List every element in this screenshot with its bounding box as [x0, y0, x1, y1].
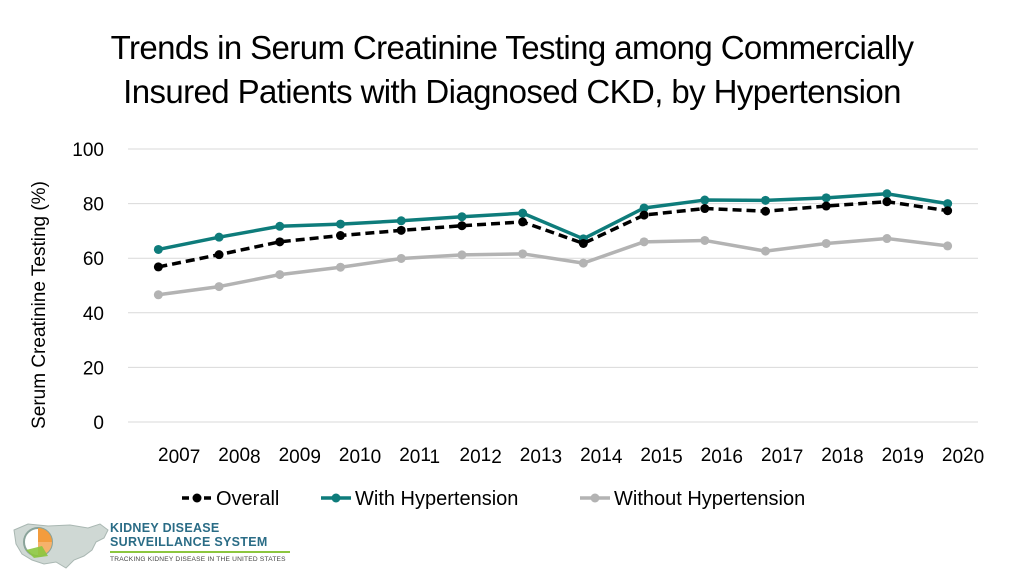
x-tick-label: 2018 — [821, 445, 863, 468]
data-point-with-hypertension — [761, 195, 770, 205]
data-point-without-hypertension — [275, 270, 285, 280]
legend: Overall With Hypertension Without Hyperten… — [182, 488, 805, 510]
data-point-without-hypertension — [578, 258, 588, 268]
data-point-overall — [396, 225, 406, 235]
chart-title-line-2: Insured Patients with Diagnosed CKD, by … — [123, 73, 901, 110]
y-tick-label: 80 — [83, 195, 104, 216]
gridlines — [128, 148, 978, 423]
data-point-with-hypertension — [275, 221, 285, 231]
data-point-without-hypertension — [457, 250, 467, 260]
y-axis-ticks: 0 20 40 60 80 100 — [72, 140, 104, 434]
series-line-with-hypertension — [158, 192, 948, 252]
legend-label-overall: Overall — [216, 488, 279, 510]
x-tick-label: 2020 — [942, 445, 984, 468]
y-axis-label: Serum Creatinine Testing (%) — [29, 181, 50, 429]
data-point-overall — [639, 210, 649, 220]
x-tick-label: 2009 — [279, 445, 321, 468]
data-point-without-hypertension — [943, 241, 953, 251]
data-point-without-hypertension — [821, 238, 831, 248]
y-tick-label: 60 — [83, 249, 104, 270]
x-tick-label: 2017 — [761, 445, 803, 468]
x-tick-label: 2014 — [580, 445, 623, 468]
y-tick-label: 0 — [93, 413, 104, 434]
y-tick-label: 20 — [83, 358, 104, 379]
logo-line-2: SURVEILLANCE SYSTEM — [110, 535, 268, 549]
data-point-overall — [214, 250, 224, 260]
data-point-with-hypertension — [518, 208, 528, 218]
legend-label-without-hypertension: Without Hypertension — [614, 488, 805, 510]
x-tick-label: 2010 — [339, 445, 381, 468]
data-point-with-hypertension — [396, 216, 406, 226]
us-map-icon — [13, 523, 109, 569]
data-point-without-hypertension — [700, 235, 710, 245]
data-point-overall — [275, 237, 285, 247]
x-tick-label: 2013 — [520, 445, 562, 468]
series-group — [153, 189, 953, 300]
x-axis-ticks: 2007 2008 2009 2010 2011 2012 2013 2014 2015 2016… — [158, 445, 984, 468]
data-point-overall — [153, 262, 163, 272]
kdss-logo — [8, 516, 298, 574]
logo-tagline: TRACKING KIDNEY DISEASE IN THE UNITED ST… — [110, 556, 286, 563]
data-point-overall — [761, 206, 770, 216]
logo-divider — [110, 551, 290, 553]
data-point-with-hypertension — [639, 203, 649, 213]
chart-title: Trends in Serum Creatinine Testing among… — [0, 26, 1024, 114]
data-point-without-hypertension — [518, 249, 528, 259]
x-tick-label: 2011 — [399, 445, 440, 468]
data-point-without-hypertension — [396, 253, 406, 263]
data-point-without-hypertension — [214, 282, 224, 292]
data-point-with-hypertension — [214, 232, 224, 242]
series-line-without-hypertension — [158, 236, 948, 297]
data-point-without-hypertension — [882, 234, 892, 244]
data-point-overall — [943, 206, 953, 216]
x-tick-label: 2008 — [218, 445, 260, 468]
x-tick-label: 2019 — [882, 445, 924, 468]
legend-label-with-hypertension: With Hypertension — [355, 488, 518, 510]
data-point-with-hypertension — [882, 189, 892, 199]
data-point-without-hypertension — [639, 237, 649, 247]
legend-marker-overall — [192, 493, 202, 503]
data-point-with-hypertension — [153, 244, 163, 254]
data-point-overall — [882, 197, 892, 207]
data-point-with-hypertension — [336, 219, 345, 229]
chart-title-line-1: Trends in Serum Creatinine Testing among… — [110, 29, 914, 66]
data-point-overall — [578, 238, 588, 248]
legend-marker-without-hypertension — [590, 493, 600, 503]
legend-marker-with-hypertension — [331, 493, 341, 503]
data-point-without-hypertension — [153, 290, 163, 300]
y-tick-label: 100 — [72, 140, 104, 161]
data-point-with-hypertension — [700, 195, 710, 205]
x-tick-label: 2016 — [701, 445, 743, 468]
data-point-overall — [457, 221, 467, 231]
x-tick-label: 2015 — [640, 445, 682, 468]
data-point-overall — [821, 201, 831, 211]
series-line-overall — [158, 199, 948, 269]
data-point-overall — [700, 204, 710, 214]
data-point-without-hypertension — [336, 262, 345, 272]
y-tick-label: 40 — [83, 304, 104, 325]
data-point-overall — [518, 217, 528, 227]
data-point-with-hypertension — [943, 199, 953, 209]
logo-line-1: KIDNEY DISEASE — [110, 521, 220, 535]
x-tick-label: 2012 — [460, 445, 502, 468]
kdss-logo-text: KIDNEY DISEASE SURVEILLANCE SYSTEM TRACK… — [110, 521, 290, 563]
data-point-overall — [336, 231, 345, 241]
data-point-without-hypertension — [761, 246, 770, 256]
data-point-with-hypertension — [821, 193, 831, 203]
data-point-with-hypertension — [457, 212, 467, 222]
x-tick-label: 2007 — [158, 445, 200, 468]
